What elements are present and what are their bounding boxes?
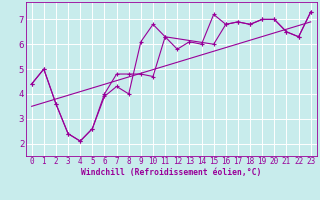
- X-axis label: Windchill (Refroidissement éolien,°C): Windchill (Refroidissement éolien,°C): [81, 168, 261, 177]
